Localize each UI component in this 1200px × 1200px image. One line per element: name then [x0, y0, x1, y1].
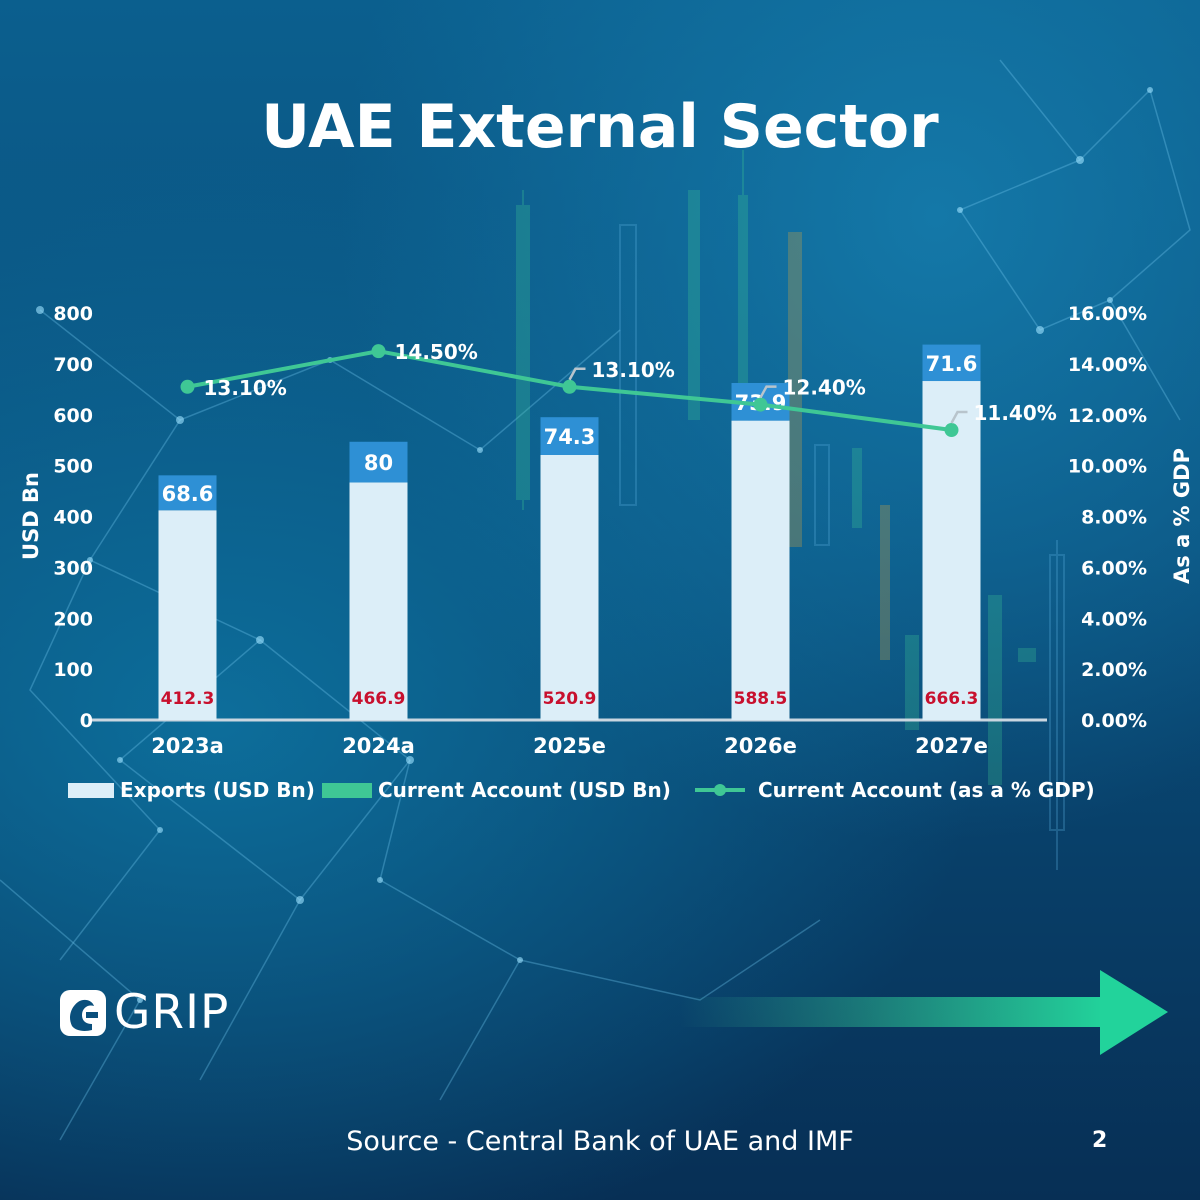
gdp-percent-label: 14.50% — [395, 340, 478, 364]
legend-exports-label: Exports (USD Bn) — [120, 778, 315, 802]
legend-gdp-label: Current Account (as a % GDP) — [758, 778, 1095, 802]
y-left-tick-label: 700 — [53, 354, 93, 376]
y-left-axis-title: USD Bn — [19, 472, 43, 560]
exports-bar — [922, 381, 981, 720]
chart-bars: 412.368.6466.980520.974.3588.573.9666.37… — [158, 344, 981, 720]
y-right-axis-title: As a % GDP — [1170, 448, 1194, 584]
gdp-percent-label: 13.10% — [592, 358, 675, 382]
chart-axis-labels: 0 100 200 300 400 500 600 700 800 0.00% 2.00% 4.00%… — [19, 303, 1194, 758]
page-title: UAE External Sector — [261, 92, 939, 162]
gdp-percent-label: 11.40% — [974, 401, 1057, 425]
y-left-tick-label: 800 — [53, 303, 93, 325]
y-right-tick-label: 14.00% — [1068, 354, 1147, 376]
decorative-arrow-icon — [680, 970, 1168, 1055]
grip-logo: GRIP — [58, 985, 229, 1040]
y-left-tick-label: 400 — [53, 507, 93, 529]
gdp-percent-label: 12.40% — [783, 376, 866, 400]
y-left-tick-label: 0 — [80, 710, 93, 732]
x-tick-label: 2023a — [151, 734, 224, 758]
current-account-bar — [922, 344, 981, 382]
current-account-value-label: 74.3 — [544, 425, 596, 449]
y-right-tick-label: 8.00% — [1081, 507, 1147, 529]
current-account-value-label: 80 — [364, 451, 393, 475]
gdp-label-leader — [759, 385, 777, 399]
legend-gdp-marker — [714, 784, 726, 796]
y-right-tick-label: 2.00% — [1081, 659, 1147, 681]
y-left-tick-label: 300 — [53, 557, 93, 579]
exports-value-label: 466.9 — [352, 689, 406, 709]
gdp-percent-point — [371, 344, 386, 359]
y-left-tick-label: 100 — [53, 659, 93, 681]
gdp-percent-label: 13.10% — [204, 376, 287, 400]
exports-value-label: 588.5 — [734, 689, 788, 709]
y-left-tick-label: 200 — [53, 608, 93, 630]
y-right-tick-label: 0.00% — [1081, 710, 1147, 732]
source-note: Source - Central Bank of UAE and IMF — [346, 1126, 854, 1157]
exports-bar — [540, 454, 599, 720]
y-left-tick-label: 500 — [53, 456, 93, 478]
gdp-label-leader — [950, 410, 968, 424]
exports-value-label: 666.3 — [925, 689, 979, 709]
y-right-tick-label: 6.00% — [1081, 557, 1147, 579]
current-account-value-label: 68.6 — [162, 482, 214, 506]
x-tick-label: 2026e — [724, 734, 797, 758]
exports-value-label: 520.9 — [543, 689, 597, 709]
y-right-tick-label: 16.00% — [1068, 303, 1147, 325]
y-right-tick-label: 12.00% — [1068, 405, 1147, 427]
chart-legend: Exports (USD Bn) Current Account (USD Bn)… — [68, 778, 1095, 802]
y-right-tick-label: 4.00% — [1081, 608, 1147, 630]
page-number: 2 — [1092, 1128, 1108, 1153]
gdp-percent-point — [562, 379, 577, 394]
current-account-bar — [349, 441, 408, 483]
chart-line-series: 13.10% 14.50% 13.10% 12.40% 11.40% — [180, 340, 1057, 438]
gdp-percent-point — [180, 379, 195, 394]
x-tick-label: 2027e — [915, 734, 988, 758]
current-account-bar — [540, 417, 599, 455]
exports-bar — [349, 482, 408, 720]
exports-bar — [731, 420, 790, 720]
current-account-value-label: 71.6 — [926, 352, 978, 376]
logo-text: GRIP — [114, 985, 230, 1040]
y-right-tick-label: 10.00% — [1068, 456, 1147, 478]
y-left-tick-label: 600 — [53, 405, 93, 427]
legend-exports-swatch — [68, 783, 114, 798]
grip-logo-icon — [60, 989, 106, 1036]
legend-current-account-swatch — [322, 783, 372, 798]
x-tick-label: 2024a — [342, 734, 415, 758]
current-account-bar — [158, 475, 217, 511]
gdp-label-leader — [568, 367, 586, 381]
legend-current-account-label: Current Account (USD Bn) — [378, 778, 671, 802]
gdp-percent-point — [944, 423, 959, 438]
exports-bar — [158, 510, 217, 720]
exports-value-label: 412.3 — [161, 689, 215, 709]
x-tick-label: 2025e — [533, 734, 606, 758]
gdp-percent-point — [753, 397, 768, 412]
